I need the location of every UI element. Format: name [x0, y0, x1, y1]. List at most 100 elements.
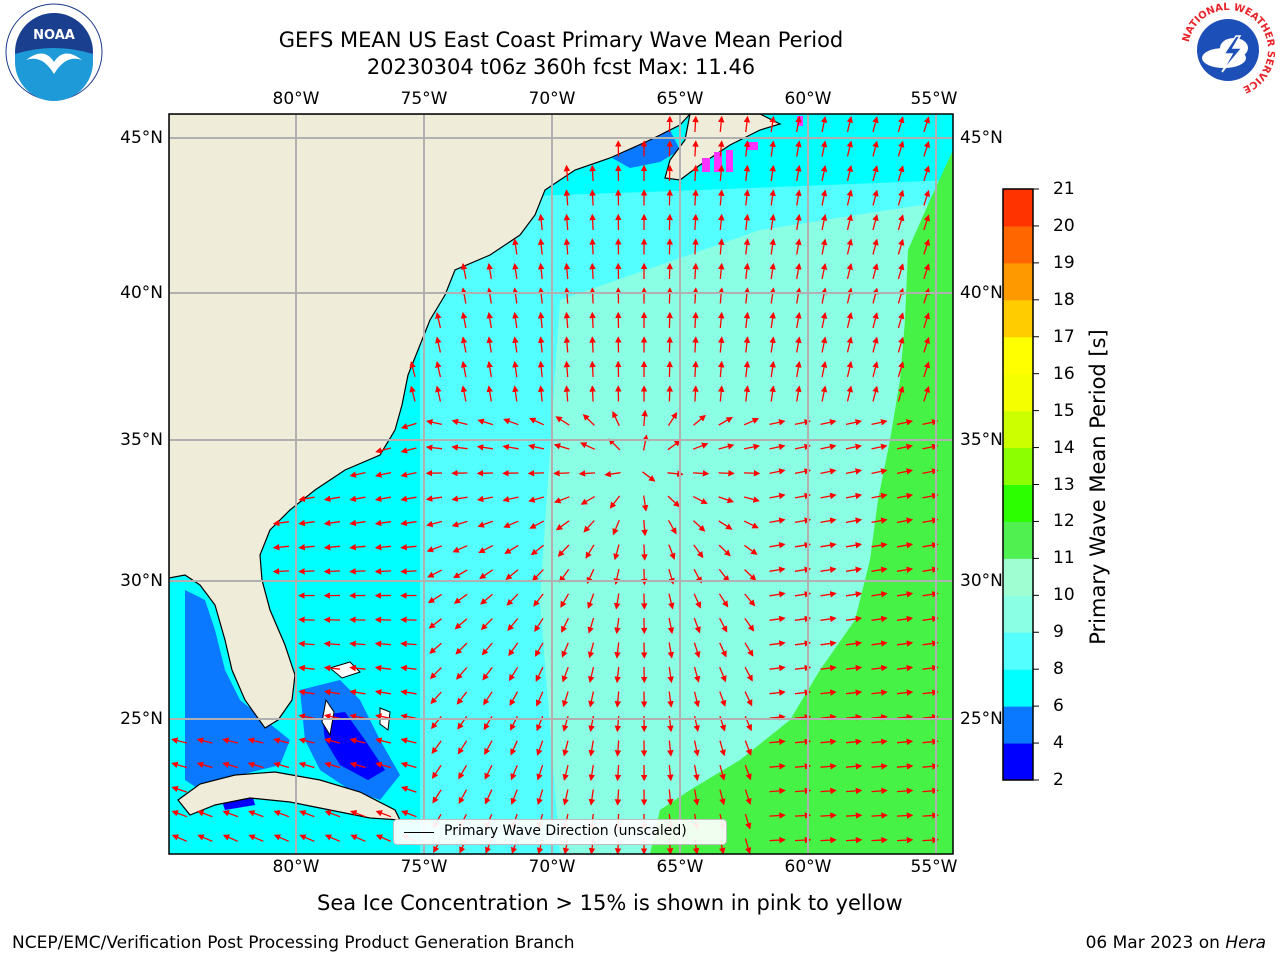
wave-direction-arrow [431, 764, 442, 779]
wave-direction-arrow [846, 263, 853, 280]
wave-direction-arrow [692, 311, 699, 329]
wave-direction-arrow [923, 116, 931, 133]
wave-direction-arrow [922, 419, 939, 426]
wave-direction-arrow [197, 810, 213, 818]
wave-direction-arrow [769, 492, 786, 500]
wave-direction-arrow [744, 764, 752, 781]
wave-direction-arrow [922, 664, 939, 672]
wave-direction-arrow [435, 361, 442, 378]
wave-direction-arrow [451, 418, 468, 426]
footer-host: Hera [1225, 933, 1266, 953]
wave-direction-arrow [897, 312, 905, 329]
wave-direction-arrow [666, 189, 673, 206]
wave-direction-arrow [477, 520, 494, 528]
wave-direction-arrow [563, 360, 571, 378]
wave-direction-arrow [820, 263, 828, 280]
wave-direction-arrow [486, 262, 493, 280]
wave-direction-arrow [923, 287, 931, 304]
wave-direction-arrow [744, 544, 758, 555]
wave-direction-arrow [871, 836, 888, 844]
wave-direction-arrow [692, 189, 699, 206]
lat-tick-left-25n: 25°N [120, 709, 163, 729]
wave-direction-arrow [897, 361, 905, 378]
wave-direction-arrow [484, 789, 493, 805]
colorbar-segment [1003, 336, 1033, 375]
lat-tick-right-45n: 45°N [960, 128, 1003, 148]
wave-direction-arrow [795, 238, 802, 255]
wave-direction-arrow [477, 418, 494, 426]
lat-tick-left-30n: 30°N [120, 571, 163, 591]
wave-direction-arrow [536, 740, 544, 756]
wave-direction-arrow [744, 813, 752, 830]
wave-direction-arrow [400, 422, 417, 430]
wave-direction-arrow [769, 468, 786, 475]
wave-direction-arrow [718, 470, 735, 477]
wave-direction-arrow [846, 385, 853, 402]
wave-direction-arrow [614, 666, 621, 684]
wave-direction-arrow [845, 640, 863, 647]
colorbar-segment [1003, 373, 1033, 412]
wave-direction-arrow [476, 444, 494, 451]
wave-direction-arrow [666, 360, 673, 378]
wave-direction-arrow [400, 519, 417, 527]
wave-direction-arrow [769, 812, 786, 819]
colorbar-title: Primary Wave Mean Period [s] [1086, 329, 1110, 645]
wave-direction-arrow [871, 812, 888, 819]
wave-direction-arrow [375, 834, 392, 842]
lon-tick-bottom-55w: 55°W [910, 857, 958, 877]
wave-direction-arrow [820, 763, 837, 770]
wave-direction-arrow [323, 495, 341, 503]
wave-direction-arrow [534, 617, 544, 632]
wave-direction-arrow [537, 311, 545, 329]
wave-direction-arrow [719, 789, 726, 806]
lon-tick-top-70w: 70°W [528, 89, 576, 109]
wave-direction-arrow [718, 443, 735, 450]
wave-direction-arrow [872, 116, 879, 133]
wave-direction-arrow [589, 238, 596, 255]
wave-direction-arrow [400, 664, 417, 672]
wave-direction-arrow [896, 812, 914, 819]
wave-direction-arrow [400, 568, 417, 575]
wave-direction-arrow [743, 189, 751, 206]
wave-direction-arrow [896, 517, 914, 524]
colorbar-tick-label: 6 [1053, 696, 1064, 717]
wave-direction-arrow [426, 545, 443, 553]
wave-direction-arrow [374, 640, 392, 648]
wave-direction-arrow [400, 785, 417, 793]
wave-direction-arrow [871, 763, 888, 770]
wave-direction-arrow [871, 541, 888, 549]
wave-direction-arrow [845, 443, 862, 451]
wave-direction-arrow [871, 664, 888, 672]
wave-direction-arrow [400, 713, 417, 720]
wave-direction-arrow [563, 262, 571, 280]
wave-direction-arrow [717, 140, 725, 157]
wave-direction-arrow [820, 640, 837, 647]
wave-direction-arrow [456, 691, 468, 705]
wave-direction-arrow [820, 385, 828, 402]
wave-direction-arrow [692, 140, 699, 157]
wave-direction-arrow [845, 591, 863, 598]
wave-direction-arrow [248, 834, 264, 842]
wave-direction-arrow [693, 617, 701, 634]
wave-direction-arrow [537, 385, 545, 402]
wave-direction-arrow [769, 541, 786, 549]
wave-direction-arrow [453, 569, 468, 579]
wave-direction-arrow [666, 336, 673, 353]
wave-direction-arrow [692, 262, 699, 280]
wave-direction-arrow [922, 468, 939, 475]
wave-direction-arrow [769, 262, 776, 280]
wave-direction-arrow [846, 287, 853, 304]
wave-direction-arrow [692, 213, 699, 231]
colorbar-segment [1003, 410, 1033, 449]
wave-direction-arrow [349, 471, 366, 478]
wave-direction-arrow [743, 496, 760, 503]
wave-direction-arrow [769, 713, 786, 721]
wave-direction-arrow [845, 836, 863, 844]
map-frame [168, 113, 954, 855]
wave-direction-arrow [795, 189, 802, 206]
wave-direction-arrow [323, 568, 341, 575]
wave-direction-arrow [845, 541, 863, 549]
wave-direction-arrow [562, 789, 569, 806]
wave-direction-arrow [587, 593, 595, 609]
